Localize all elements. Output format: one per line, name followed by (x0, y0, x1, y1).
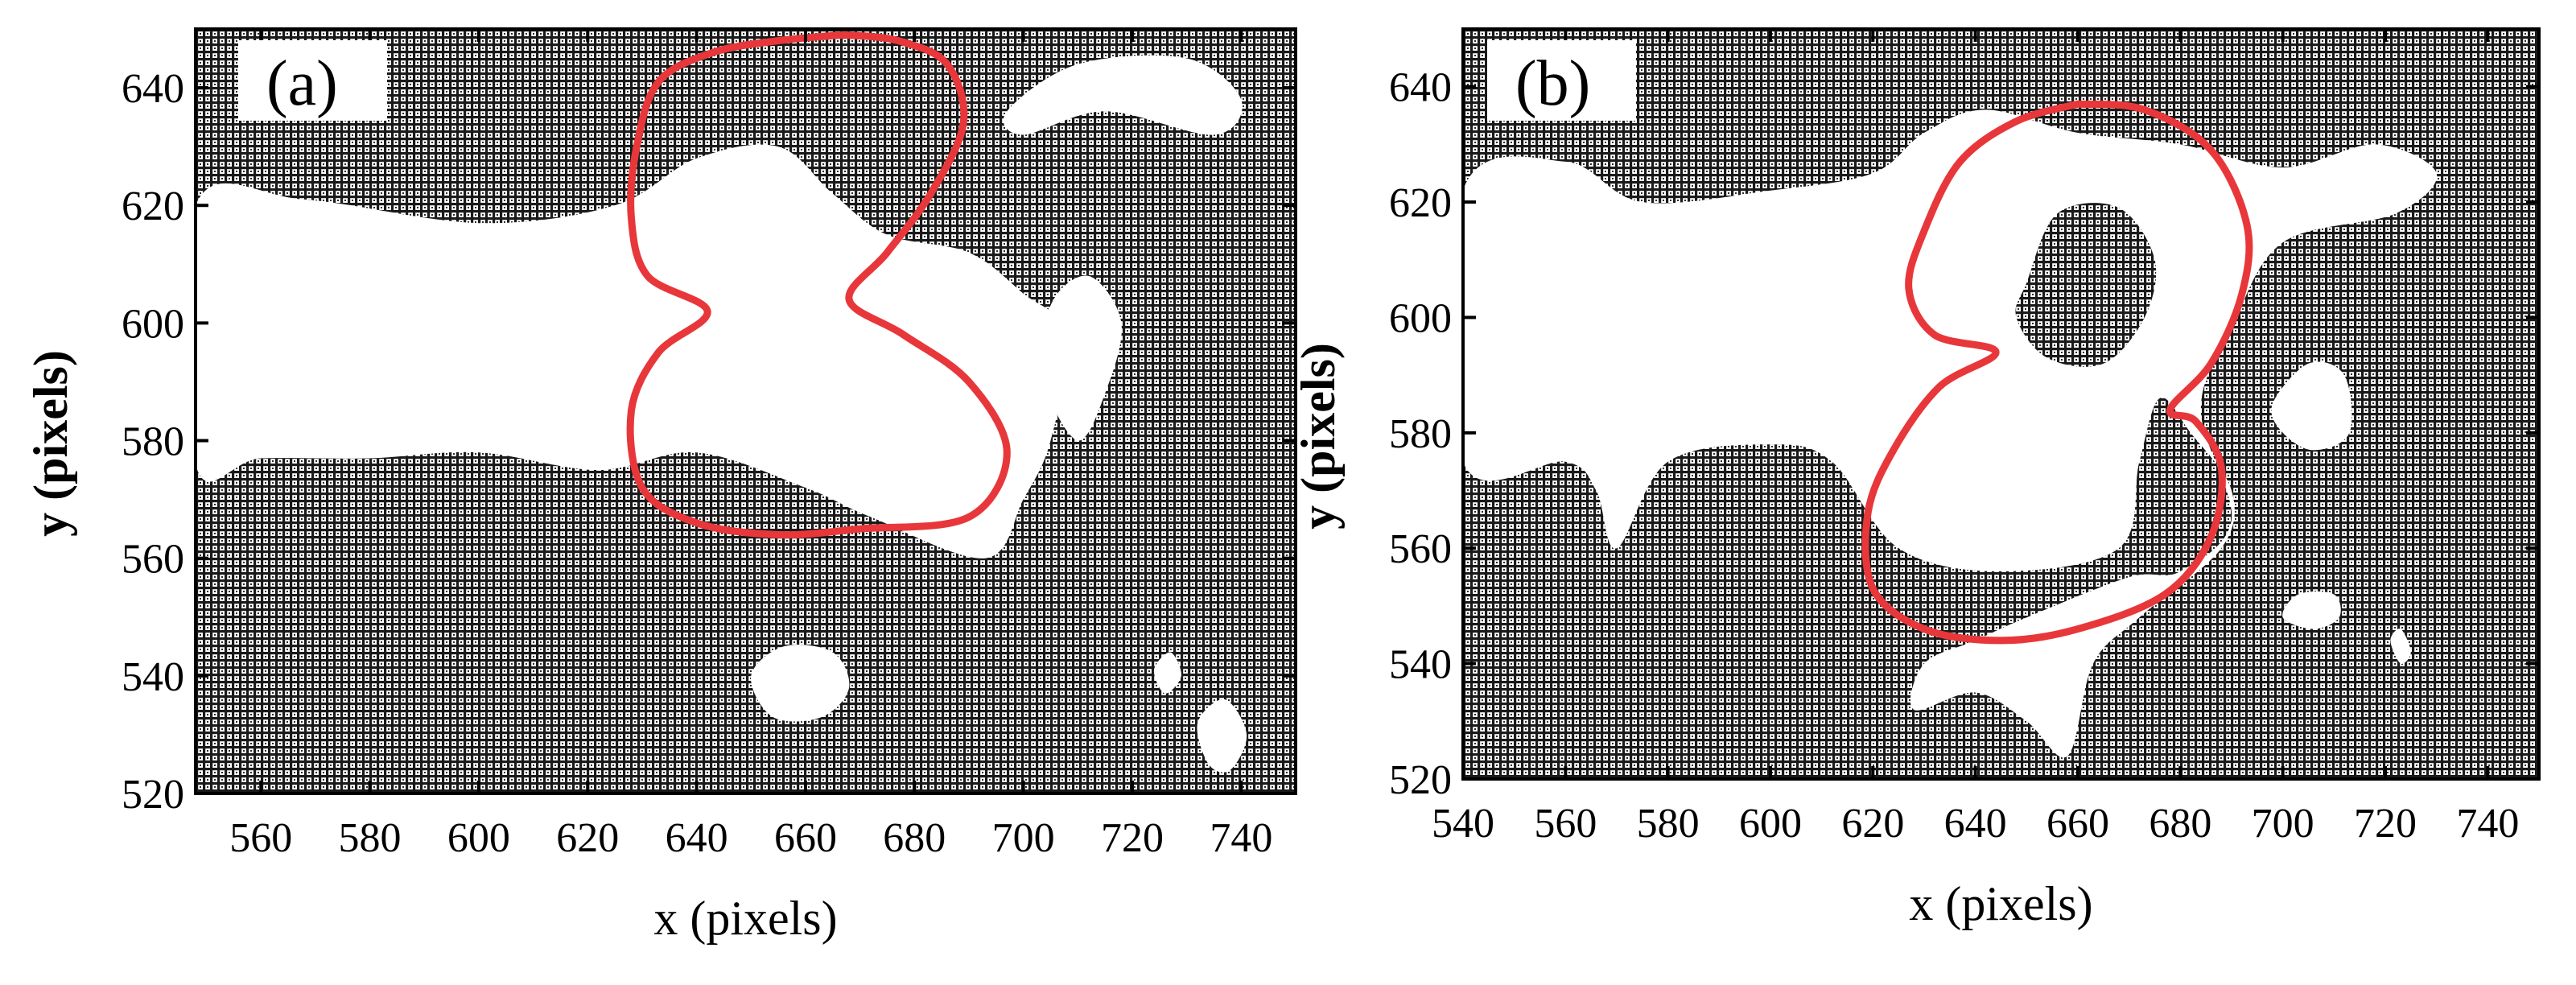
panel-a-frame (194, 27, 1297, 795)
panel-a-blob-region (1003, 55, 1243, 135)
panel-b: 540 560 580 600 620 640 660 680 700 720 7405205405… (1292, 27, 2541, 930)
panel-a-y-axis-label: y (pixels) (24, 350, 77, 537)
panel-a-blob-region (1197, 699, 1247, 773)
panel-b-x-tick-label: 700 (2252, 801, 2314, 847)
panel-a-y-tick-label: 620 (122, 183, 184, 229)
panel-a-blob-region (751, 645, 850, 722)
panel-a-y-tick-label: 560 (122, 537, 184, 583)
panel-a-label-box (238, 40, 387, 121)
panel-a-x-tick-label: 640 (666, 815, 728, 861)
panel-a-plot-area (196, 29, 1296, 793)
panel-b-plot-area (1463, 29, 2539, 779)
panel-a-x-axis-label: x (pixels) (653, 892, 837, 945)
panel-a-x-tick-label: 660 (774, 815, 837, 861)
panel-b-y-tick-label: 560 (1389, 526, 1452, 572)
panel-b-y-tick-label: 640 (1389, 65, 1452, 111)
panel-a-y-tick-label: 540 (122, 654, 184, 700)
panel-b-white-regions (1463, 109, 2438, 758)
panel-b-y-tick-label: 620 (1389, 180, 1452, 226)
panel-b-blob-region (2271, 361, 2352, 451)
panel-a-x-tick-label: 580 (339, 815, 402, 861)
panel-a-ticks: 560 580 600 620 640 660 680 700 720 740 520 540 560 5… (122, 29, 1296, 861)
panel-b-x-tick-label: 540 (1432, 801, 1494, 847)
panel-b-x-tick-label: 720 (2354, 801, 2417, 847)
panel-a-contour (626, 31, 1011, 539)
panel-a-y-tick-label: 520 (122, 772, 184, 818)
panel-b-y-tick-label: 540 (1389, 642, 1452, 688)
panel-b-y-axis-label: y (pixels) (1292, 343, 1345, 530)
panel-a-x-tick-label: 720 (1101, 815, 1164, 861)
panel-b-x-tick-label: 560 (1534, 801, 1597, 847)
panel-b-blob-region (2390, 629, 2411, 664)
panel-a-y-tick-label: 640 (122, 66, 184, 112)
panel-b-label: (b) (1515, 48, 1590, 119)
panel-b-hole-region (2015, 203, 2157, 367)
panel-a-x-tick-label: 680 (883, 815, 946, 861)
panel-b-x-tick-label: 580 (1637, 801, 1700, 847)
panel-b-frame (1461, 27, 2541, 781)
panel-a-label: (a) (266, 48, 338, 119)
panel-a-x-tick-label: 620 (556, 815, 619, 861)
panel-a-x-tick-label: 740 (1210, 815, 1272, 861)
panel-a-white-regions (196, 55, 1247, 773)
panel-b-y-tick-label: 520 (1389, 757, 1452, 803)
panel-a-blob-region (1153, 652, 1181, 694)
panel-a-y-tick-label: 600 (122, 301, 184, 347)
panel-b-x-tick-label: 640 (1944, 801, 2007, 847)
panel-b-ticks: 540 560 580 600 620 640 660 680 700 720 7405205405… (1389, 29, 2539, 847)
panel-b-x-axis-label: x (pixels) (1909, 877, 2092, 930)
panel-b-y-tick-label: 580 (1389, 411, 1452, 457)
panel-b-x-tick-label: 620 (1841, 801, 1904, 847)
panel-b-y-tick-label: 600 (1389, 295, 1452, 341)
panel-b-blob-region (2282, 591, 2341, 629)
panel-a-blob-region (1042, 275, 1122, 441)
panel-a-band-region (196, 144, 1068, 558)
panel-a-y-tick-label: 580 (122, 419, 184, 465)
panel-a-x-tick-label: 600 (447, 815, 510, 861)
panel-a-x-tick-label: 700 (992, 815, 1055, 861)
panel-b-label-box (1487, 40, 1636, 121)
panel-b-contour (1861, 100, 2253, 645)
panel-b-band-region (1463, 109, 2438, 758)
panel-b-x-tick-label: 740 (2456, 801, 2519, 847)
panel-b-x-tick-label: 660 (2046, 801, 2109, 847)
panel-a-x-tick-label: 560 (229, 815, 292, 861)
panel-a: 560 580 600 620 640 660 680 700 720 740 520 540 560 5… (24, 27, 1297, 945)
panel-b-x-tick-label: 680 (2149, 801, 2211, 847)
panel-b-x-tick-label: 600 (1739, 801, 1802, 847)
